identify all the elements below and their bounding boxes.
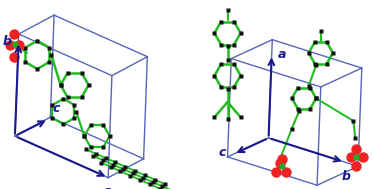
Text: a: a: [277, 48, 286, 61]
Text: c: c: [219, 146, 226, 159]
Text: b: b: [342, 170, 351, 183]
Text: a: a: [104, 185, 112, 189]
Text: b: b: [2, 35, 11, 48]
Text: c: c: [52, 102, 60, 115]
